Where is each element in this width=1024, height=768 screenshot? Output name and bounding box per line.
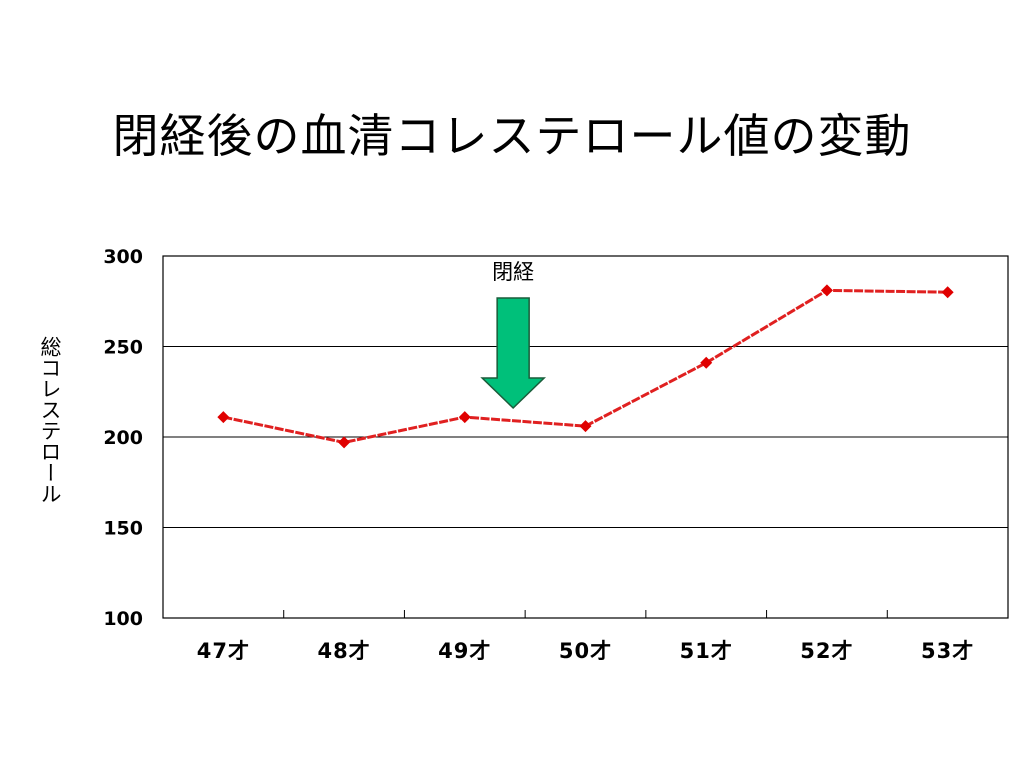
y-tick-label: 250 [103,337,143,359]
x-tick-label: 47才 [197,639,250,663]
y-tick-label: 200 [103,427,143,449]
data-point [338,436,351,449]
grid-layer [163,346,1008,618]
x-tick-label: 52才 [800,639,853,663]
x-tick-label: 51才 [680,639,733,663]
x-tick-label: 53才 [921,639,974,663]
annotation-label: 閉経 [492,260,534,284]
down-arrow-icon [480,297,546,410]
x-tick-label: 49才 [438,639,491,663]
x-tick-label: 50才 [559,639,612,663]
y-axis-label: 総コレステロール [38,336,62,504]
series-layer [217,284,954,449]
annotation-layer: 閉経 [480,260,546,410]
data-point [941,286,954,299]
data-point [820,284,833,297]
y-tick-labels: 100 150 200 250 300 [103,246,143,630]
y-tick-label: 300 [103,246,143,268]
data-point [700,356,713,369]
slide-title: 閉経後の血清コレステロール値の変動 [112,109,912,163]
data-point [579,420,592,433]
plot-area-frame [162,255,1009,619]
series-line [223,288,948,444]
x-tick-labels: 47才 48才 49才 50才 51才 52才 53才 [197,639,974,663]
y-tick-label: 150 [103,518,143,540]
data-point [217,411,230,424]
data-point [458,411,471,424]
y-tick-label: 100 [103,608,143,630]
x-tick-label: 48才 [317,639,370,663]
